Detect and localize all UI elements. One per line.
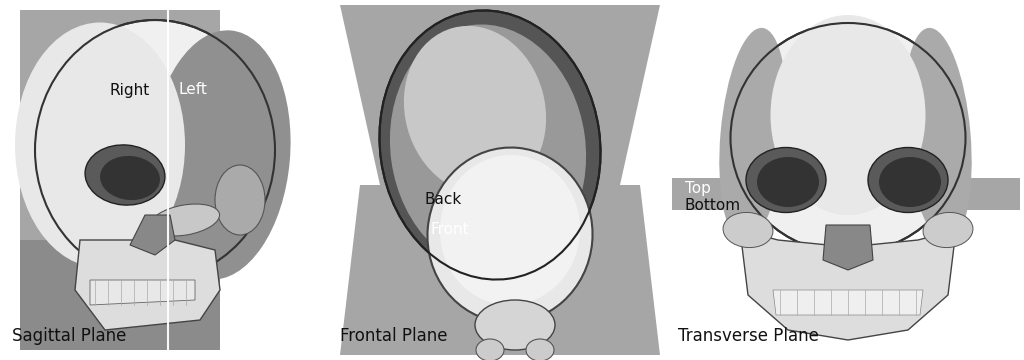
Text: Top: Top [685,180,711,195]
Ellipse shape [923,212,973,248]
Ellipse shape [427,148,593,323]
Text: Bottom: Bottom [685,198,741,212]
Polygon shape [823,225,873,270]
Ellipse shape [390,24,586,271]
Polygon shape [20,10,220,350]
Polygon shape [20,240,220,350]
Ellipse shape [719,28,786,242]
Ellipse shape [440,155,580,305]
Ellipse shape [151,204,219,236]
Text: Back: Back [425,193,462,207]
Text: Left: Left [178,82,207,98]
Text: Right: Right [110,82,150,98]
Ellipse shape [868,148,948,212]
Ellipse shape [380,10,600,280]
Text: Frontal Plane: Frontal Plane [340,327,447,345]
Ellipse shape [770,15,926,215]
Ellipse shape [403,26,546,194]
Polygon shape [90,280,195,305]
Ellipse shape [746,148,826,212]
Ellipse shape [730,23,966,253]
Ellipse shape [526,339,554,360]
Polygon shape [672,178,1020,210]
Ellipse shape [904,28,972,242]
Text: Sagittal Plane: Sagittal Plane [12,327,126,345]
Ellipse shape [35,20,275,280]
Ellipse shape [476,339,504,360]
Ellipse shape [723,212,773,248]
Ellipse shape [150,30,291,280]
Ellipse shape [215,165,265,235]
Polygon shape [340,5,660,185]
Ellipse shape [100,156,160,200]
Text: Front: Front [430,222,469,238]
Ellipse shape [15,22,185,267]
Polygon shape [75,240,220,330]
Ellipse shape [879,157,941,207]
Text: Transverse Plane: Transverse Plane [678,327,819,345]
Polygon shape [130,215,175,255]
Ellipse shape [85,145,165,205]
Ellipse shape [475,300,555,350]
Polygon shape [773,290,923,315]
Polygon shape [340,185,660,355]
Polygon shape [740,230,956,340]
Ellipse shape [757,157,819,207]
